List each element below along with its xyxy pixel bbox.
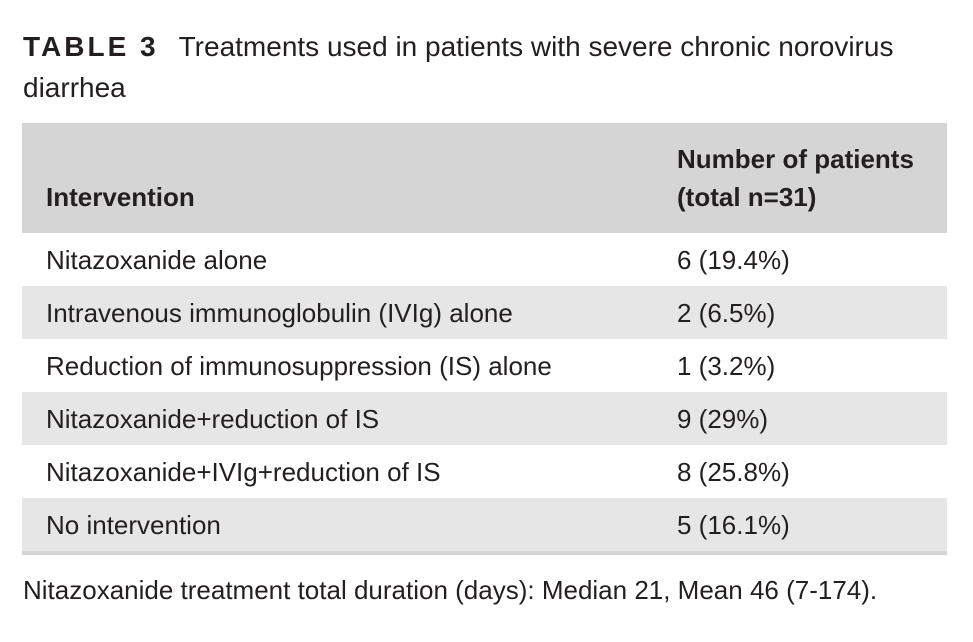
table-row: Nitazoxanide alone 6 (19.4%)	[22, 233, 947, 286]
table-footnote: Nitazoxanide treatment total duration (d…	[23, 575, 878, 605]
cell-intervention: Nitazoxanide+IVIg+reduction of IS	[46, 456, 441, 487]
table-title: Treatments used in patients with severe …	[23, 31, 894, 103]
table-row: Nitazoxanide+IVIg+reduction of IS 8 (25.…	[22, 445, 947, 498]
table-label: TABLE 3	[23, 31, 159, 62]
cell-patients: 8 (25.8%)	[677, 456, 790, 487]
header-patients-line2: (total n=31)	[677, 182, 817, 212]
table-row: Intravenous immunoglobulin (IVIg) alone …	[22, 286, 947, 339]
header-intervention: Intervention	[46, 182, 195, 212]
cell-intervention: No intervention	[22, 498, 677, 555]
table-header-row: Intervention Number of patients (total n…	[22, 123, 947, 233]
cell-patients: 5 (16.1%)	[677, 498, 947, 555]
cell-patients: 1 (3.2%)	[677, 350, 776, 381]
header-patients-line1: Number of patients	[677, 144, 914, 174]
cell-intervention: Nitazoxanide+reduction of IS	[46, 403, 380, 434]
cell-intervention: Reduction of immunosuppression (IS) alon…	[46, 350, 552, 381]
treatments-table: Intervention Number of patients (total n…	[22, 123, 947, 555]
cell-patients: 6 (19.4%)	[677, 244, 790, 275]
cell-patients: 9 (29%)	[677, 403, 769, 434]
table-row: Nitazoxanide+reduction of IS 9 (29%)	[22, 392, 947, 445]
cell-intervention: Intravenous immunoglobulin (IVIg) alone	[46, 297, 513, 328]
table-row: Reduction of immunosuppression (IS) alon…	[22, 339, 947, 392]
cell-intervention: Nitazoxanide alone	[46, 244, 268, 275]
table-caption: TABLE 3 Treatments used in patients with …	[23, 26, 947, 108]
table-row: No intervention 5 (16.1%)	[22, 498, 947, 555]
cell-patients: 2 (6.5%)	[677, 297, 776, 328]
header-number-of-patients: Number of patients (total n=31)	[677, 123, 947, 233]
